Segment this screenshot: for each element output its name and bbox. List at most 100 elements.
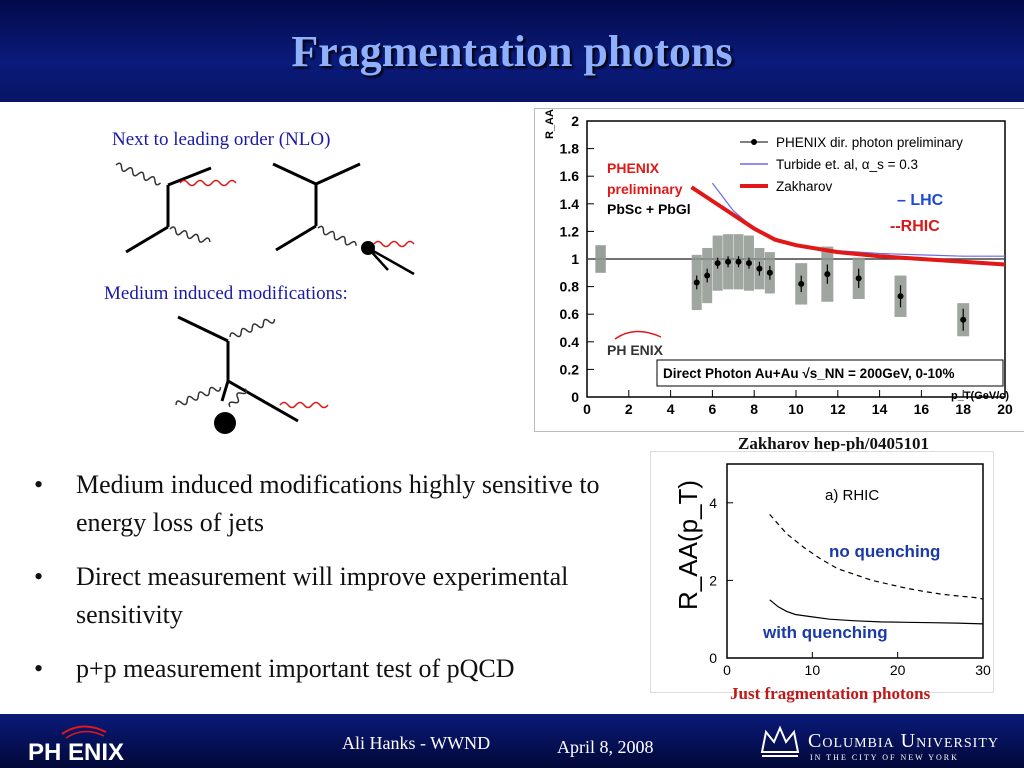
rhic-plot-panel: 0 2 4 0 10 20 30 R_AA(p_T) a) RHIC no quenching wi… — [650, 451, 994, 693]
y-tick-label: 2 — [571, 113, 579, 129]
rhic-label: --RHIC — [890, 218, 940, 235]
photon-line — [279, 401, 329, 409]
lhc-label: – LHC — [897, 192, 944, 209]
y-tick-label: 2 — [709, 572, 717, 588]
x-axis-label: p_T(GeV/c) — [951, 390, 1009, 402]
phenix-logo: PH ENIX — [28, 725, 124, 764]
footer-author: Ali Hanks - WWND — [342, 733, 491, 753]
bullet-item: • p+p measurement important test of pQCD — [34, 654, 515, 683]
plot-frame — [726, 463, 984, 659]
y-tick-label: 0.2 — [560, 361, 580, 377]
nlo-diagram-right — [272, 162, 415, 276]
x-tick-label: 16 — [914, 401, 930, 417]
y-tick-label: 4 — [709, 495, 717, 511]
x-tick-label: 8 — [750, 401, 758, 417]
bullet-list: • Medium induced modifications highly sen… — [28, 466, 628, 704]
x-tick-label: 10 — [805, 662, 821, 678]
normalization-box — [595, 245, 606, 273]
rhic-plot: 0 2 4 0 10 20 30 R_AA(p_T) a) RHIC no quenching wi… — [673, 463, 991, 678]
y-axis-label: R_AA — [544, 109, 556, 139]
title-bar: Fragmentation photons — [0, 0, 1024, 102]
data-point — [766, 269, 773, 276]
x-tick-label: 2 — [625, 401, 633, 417]
turbide-curve — [711, 182, 1005, 257]
data-point — [798, 280, 805, 287]
y-tick-label: 0.6 — [560, 306, 580, 322]
data-point — [693, 279, 700, 286]
x-tick-label: 14 — [872, 401, 888, 417]
phenix-logo-text: PH ENIX — [28, 739, 124, 764]
with-quenching-curve — [769, 599, 984, 625]
data-point — [745, 260, 752, 267]
gluon-line — [229, 318, 276, 338]
x-tick-label: 0 — [723, 662, 731, 678]
y-tick-label: 1.2 — [560, 223, 580, 239]
fragmentation-caption: Just fragmentation photons — [730, 684, 931, 703]
slide-title: Fragmentation photons — [291, 27, 733, 76]
data-point — [960, 316, 967, 323]
photon-line — [373, 240, 415, 248]
x-tick-label: 4 — [667, 401, 675, 417]
chart-title: a) RHIC — [825, 487, 879, 504]
x-tick-label: 30 — [975, 662, 991, 678]
legend-marker — [751, 139, 757, 145]
y-tick-label: 1.8 — [560, 141, 580, 157]
y-tick-label: 1.4 — [560, 196, 580, 212]
university-subtitle: IN THE CITY OF NEW YORK — [810, 753, 959, 762]
inset-label: PHENIX — [607, 160, 660, 176]
gluon-line — [228, 388, 247, 408]
y-tick-label: 0 — [571, 389, 579, 405]
gluon-line — [169, 226, 211, 243]
data-point — [714, 260, 721, 267]
data-point — [897, 293, 904, 300]
y-tick-label: 0.4 — [560, 334, 580, 350]
phenix-logo-text: PH ENIX — [607, 342, 664, 358]
x-tick-label: 10 — [788, 401, 804, 417]
data-point — [735, 258, 742, 265]
columbia-crown-icon — [760, 725, 800, 757]
condition-box — [656, 359, 1004, 387]
series-label: with quenching — [762, 623, 888, 642]
zakharov-caption: Zakharov hep-ph/0405101 — [738, 434, 929, 453]
nlo-diagram-left — [115, 162, 237, 254]
footer-date: April 8, 2008 — [557, 737, 654, 757]
bullet-item: • Direct measurement will improve experim… — [34, 562, 569, 629]
x-tick-label: 20 — [890, 662, 906, 678]
series-label: no quenching — [829, 542, 940, 561]
gluon-line — [115, 162, 162, 186]
y-axis-label: R_AA(p_T) — [673, 480, 703, 610]
x-tick-label: 12 — [830, 401, 846, 417]
x-tick-label: 20 — [997, 401, 1013, 417]
data-point — [824, 271, 831, 278]
data-point — [704, 272, 711, 279]
bullet-item: • Medium induced modifications highly sen… — [34, 470, 600, 537]
footer: PH ENIX Ali Hanks - WWND April 8, 2008 C… — [0, 714, 1024, 768]
legend-label: PHENIX dir. photon preliminary — [776, 135, 963, 150]
y-tick-label: 1.6 — [560, 168, 580, 184]
university-name: Columbia University — [808, 730, 999, 752]
x-tick-label: 6 — [709, 401, 717, 417]
legend-label: Turbide et. al, α_s = 0.3 — [776, 157, 918, 172]
gluon-line — [175, 386, 222, 406]
photon-line — [179, 179, 237, 187]
y-tick-label: 1 — [571, 251, 579, 267]
raa-plot-panel: 0 0.2 0.4 0.6 0.8 1 1.2 1.4 1.6 1.8 2 0 2 4 6 8 10 12 14 16… — [534, 108, 1024, 432]
medium-diagram — [175, 315, 329, 434]
phenix-logo-arc — [614, 330, 662, 340]
no-quenching-curve — [769, 514, 984, 600]
legend-label: Zakharov — [776, 179, 833, 194]
gluon-line — [317, 225, 357, 246]
inset-label: preliminary — [607, 181, 683, 197]
y-tick-label: 0.8 — [560, 279, 580, 295]
data-point — [756, 265, 763, 272]
nlo-label: Next to leading order (NLO) — [112, 129, 331, 150]
y-tick-label: 0 — [709, 650, 717, 666]
inset-label: PbSc + PbGl — [607, 201, 691, 217]
data-point — [855, 275, 862, 282]
data-point — [725, 258, 732, 265]
medium-label: Medium induced modifications: — [104, 283, 348, 304]
zakharov-curve — [690, 185, 1006, 267]
condition-text: Direct Photon Au+Au √s_NN = 200GeV, 0-10… — [663, 366, 955, 381]
raa-plot: 0 0.2 0.4 0.6 0.8 1 1.2 1.4 1.6 1.8 20 2 4 6 8 10 12 14 16… — [544, 109, 1013, 417]
x-tick-label: 18 — [955, 401, 971, 417]
